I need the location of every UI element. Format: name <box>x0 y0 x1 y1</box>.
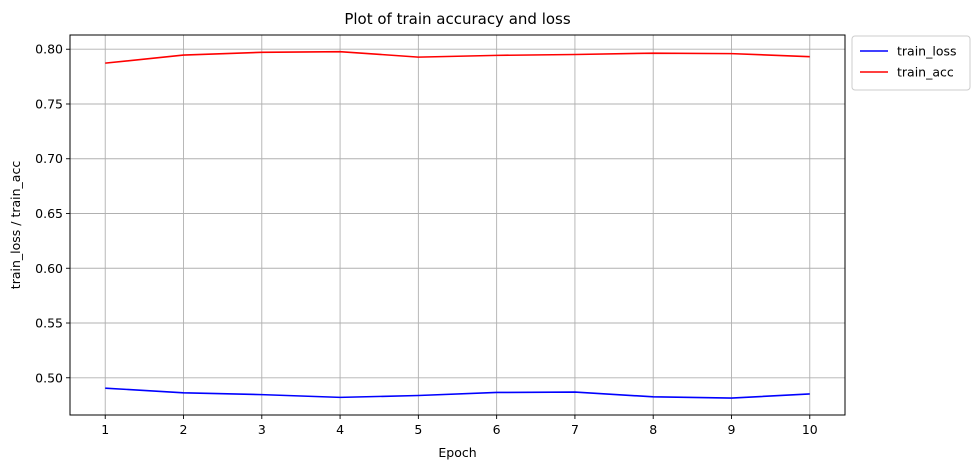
series-lines <box>105 50 810 399</box>
y-tick-label: 0.80 <box>35 42 63 57</box>
y-axis-ticks: 0.50 0.55 0.60 0.65 0.70 0.75 0.80 <box>35 42 70 385</box>
x-tick-label: 4 <box>336 422 344 437</box>
y-tick-label: 0.65 <box>35 206 63 221</box>
legend-label-train_loss: train_loss <box>897 44 957 59</box>
x-tick-label: 10 <box>802 422 818 437</box>
x-tick-label: 9 <box>728 422 736 437</box>
x-tick-label: 2 <box>180 422 188 437</box>
legend-box <box>851 35 971 91</box>
y-tick-label: 0.50 <box>35 370 63 385</box>
y-tick-label: 0.55 <box>35 316 63 331</box>
x-axis-ticks: 1 2 3 4 5 6 7 8 9 10 <box>101 415 818 437</box>
y-tick-label: 0.70 <box>35 151 63 166</box>
x-tick-label: 5 <box>414 422 422 437</box>
plot-frame <box>69 34 846 416</box>
grid-lines <box>70 35 845 415</box>
x-tick-label: 7 <box>571 422 579 437</box>
y-tick-label: 0.75 <box>35 96 63 111</box>
legend: train_loss train_acc <box>851 35 971 91</box>
x-tick-label: 1 <box>101 422 109 437</box>
legend-label-train_acc: train_acc <box>897 65 954 80</box>
x-axis-label: Epoch <box>438 445 476 460</box>
x-tick-label: 3 <box>258 422 266 437</box>
series-line-train_acc <box>105 50 810 64</box>
x-tick-label: 6 <box>493 422 501 437</box>
x-tick-label: 8 <box>649 422 657 437</box>
y-axis-label: train_loss / train_acc <box>8 161 23 290</box>
chart-title: Plot of train accuracy and loss <box>344 10 571 28</box>
series-line-train_loss <box>105 387 810 399</box>
y-tick-label: 0.60 <box>35 261 63 276</box>
